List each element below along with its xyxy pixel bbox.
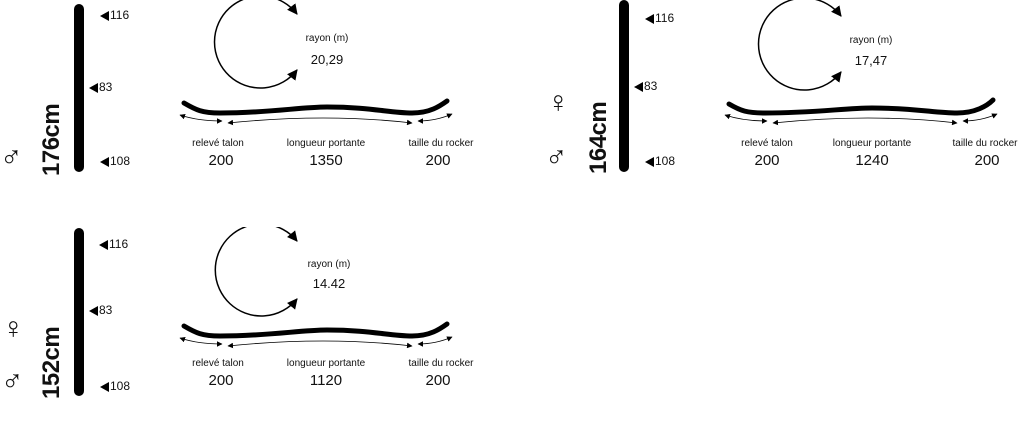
profile-diagram: rayon (m) 20,29 bbox=[150, 0, 500, 130]
triangle-marker-icon bbox=[89, 305, 98, 316]
female-symbol-icon: ♀ bbox=[547, 86, 570, 119]
heel-rise-value: 200 bbox=[208, 152, 234, 169]
effective-edge-value: 1240 bbox=[855, 152, 889, 169]
triangle-marker-icon bbox=[645, 13, 654, 24]
board-size-label: 164cm bbox=[585, 101, 612, 174]
board-outline-icon bbox=[619, 0, 629, 172]
sidecut-radius-circle bbox=[213, 0, 298, 89]
profile-diagram-graphic bbox=[724, 0, 998, 126]
effective-edge-arrow bbox=[772, 117, 958, 126]
effective-edge-value: 1350 bbox=[309, 152, 343, 169]
heel-rise-label: relevé talon bbox=[192, 138, 244, 149]
board-profile-curve bbox=[181, 98, 450, 116]
male-symbol-icon: ♂ bbox=[0, 141, 23, 174]
male-symbol-icon: ♂ bbox=[1, 365, 24, 398]
rocker-size-value: 200 bbox=[425, 372, 451, 389]
triangle-marker-icon bbox=[99, 239, 108, 250]
snowboard-panel-164: ♀ ♂ 164cm 116 83 108 rayon (m) 17,47 rel… bbox=[545, 0, 1024, 200]
radius-value: 17,47 bbox=[854, 53, 888, 68]
profile-diagram: rayon (m) 17,47 bbox=[695, 0, 1024, 130]
radius-label: rayon (m) bbox=[849, 35, 893, 46]
board-outline-icon bbox=[74, 4, 84, 172]
board-outline-icon bbox=[74, 228, 84, 396]
rocker-size-label: taille du rocker bbox=[952, 138, 1018, 149]
effective-edge-label: longueur portante bbox=[286, 138, 366, 149]
board-size-label: 152cm bbox=[38, 326, 65, 399]
board-profile-curve bbox=[726, 97, 996, 116]
female-symbol-icon: ♀ bbox=[2, 312, 25, 345]
triangle-marker-icon bbox=[100, 156, 109, 167]
rocker-size-value: 200 bbox=[425, 152, 451, 169]
profile-diagram-graphic bbox=[179, 0, 453, 126]
effective-edge-label: longueur portante bbox=[832, 138, 912, 149]
heel-rise-label: relevé talon bbox=[741, 138, 793, 149]
radius-value: 20,29 bbox=[310, 52, 344, 67]
effective-edge-arrow bbox=[227, 117, 413, 126]
nose-width-label: 116 bbox=[100, 8, 129, 22]
radius-label: rayon (m) bbox=[305, 33, 349, 44]
rocker-arrow bbox=[417, 113, 453, 124]
waist-width-label: 83 bbox=[634, 79, 657, 93]
profile-diagram: rayon (m) 14.42 bbox=[150, 223, 500, 357]
heel-rise-arrow bbox=[724, 113, 768, 124]
triangle-marker-icon bbox=[634, 81, 643, 92]
heel-rise-arrow bbox=[179, 336, 223, 347]
snowboard-panel-176: ♂ 176cm 116 83 108 rayon (m) 20,29 relev… bbox=[0, 0, 500, 200]
rocker-arrow bbox=[962, 113, 998, 124]
triangle-marker-icon bbox=[89, 82, 98, 93]
snowboard-panel-152: ♀ ♂ 152cm 116 83 108 rayon (m) 14.42 rel… bbox=[0, 223, 500, 427]
nose-width-label: 116 bbox=[99, 237, 128, 251]
rocker-size-label: taille du rocker bbox=[408, 138, 474, 149]
effective-edge-arrow bbox=[227, 340, 413, 349]
triangle-marker-icon bbox=[100, 381, 109, 392]
board-size-label: 176cm bbox=[38, 103, 65, 176]
radius-label: rayon (m) bbox=[307, 259, 351, 270]
sidecut-radius-circle bbox=[757, 0, 842, 91]
effective-edge-label: longueur portante bbox=[286, 358, 366, 369]
heel-rise-arrow bbox=[179, 113, 223, 124]
sidecut-radius-circle bbox=[214, 223, 298, 317]
waist-width-label: 83 bbox=[89, 303, 112, 317]
waist-width-label: 83 bbox=[89, 80, 112, 94]
heel-rise-value: 200 bbox=[754, 152, 780, 169]
male-symbol-icon: ♂ bbox=[545, 141, 568, 174]
profile-diagram-graphic bbox=[179, 223, 453, 349]
radius-value: 14.42 bbox=[312, 276, 346, 291]
tail-width-label: 108 bbox=[645, 154, 675, 168]
rocker-size-label: taille du rocker bbox=[408, 358, 474, 369]
tail-width-label: 108 bbox=[100, 154, 130, 168]
rocker-size-value: 200 bbox=[974, 152, 1000, 169]
triangle-marker-icon bbox=[100, 10, 109, 21]
board-profile-curve bbox=[181, 321, 450, 339]
heel-rise-label: relevé talon bbox=[192, 358, 244, 369]
rocker-arrow bbox=[417, 336, 453, 347]
nose-width-label: 116 bbox=[645, 11, 674, 25]
effective-edge-value: 1120 bbox=[309, 372, 343, 389]
tail-width-label: 108 bbox=[100, 379, 130, 393]
heel-rise-value: 200 bbox=[208, 372, 234, 389]
triangle-marker-icon bbox=[645, 156, 654, 167]
